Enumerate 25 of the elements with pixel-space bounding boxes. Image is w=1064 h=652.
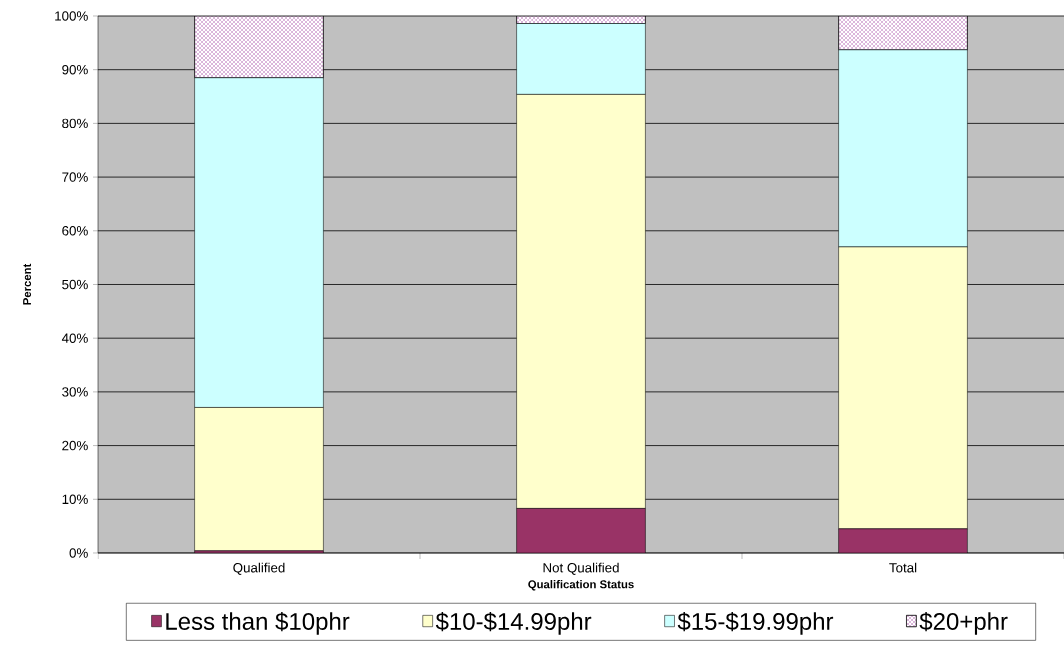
y-tick-label: 100% xyxy=(55,11,88,21)
legend-label: Less than $10phr xyxy=(166,611,350,635)
y-tick-label: 20% xyxy=(62,440,88,451)
y-tick-label: 90% xyxy=(62,64,88,75)
bar xyxy=(838,528,968,553)
y-tick-label: 80% xyxy=(62,118,88,129)
y-tick-label: 10% xyxy=(62,494,88,504)
legend-label: $20+phr xyxy=(919,611,1008,635)
y-tick-label: 60% xyxy=(62,226,88,236)
x-tick-label: Qualified xyxy=(233,562,285,575)
bar xyxy=(838,15,968,51)
legend-label: $10-$14.99phr xyxy=(435,611,592,635)
y-axis-title: Percent xyxy=(23,263,32,305)
y-tick-label: 0% xyxy=(69,548,88,558)
y-tick-label: 70% xyxy=(62,172,88,182)
y-tick-label: 40% xyxy=(61,333,88,343)
y-tick-label: 50% xyxy=(62,279,88,290)
bar xyxy=(516,508,646,553)
y-tick-label: 30% xyxy=(62,387,88,397)
x-tick-label: Total xyxy=(889,562,917,573)
x-axis-title: Qualification Status xyxy=(528,580,634,591)
bar xyxy=(516,15,646,24)
x-tick-label: Not Qualified xyxy=(543,562,619,575)
legend-label: $15-$19.99phr xyxy=(677,611,834,635)
bar xyxy=(194,15,324,79)
